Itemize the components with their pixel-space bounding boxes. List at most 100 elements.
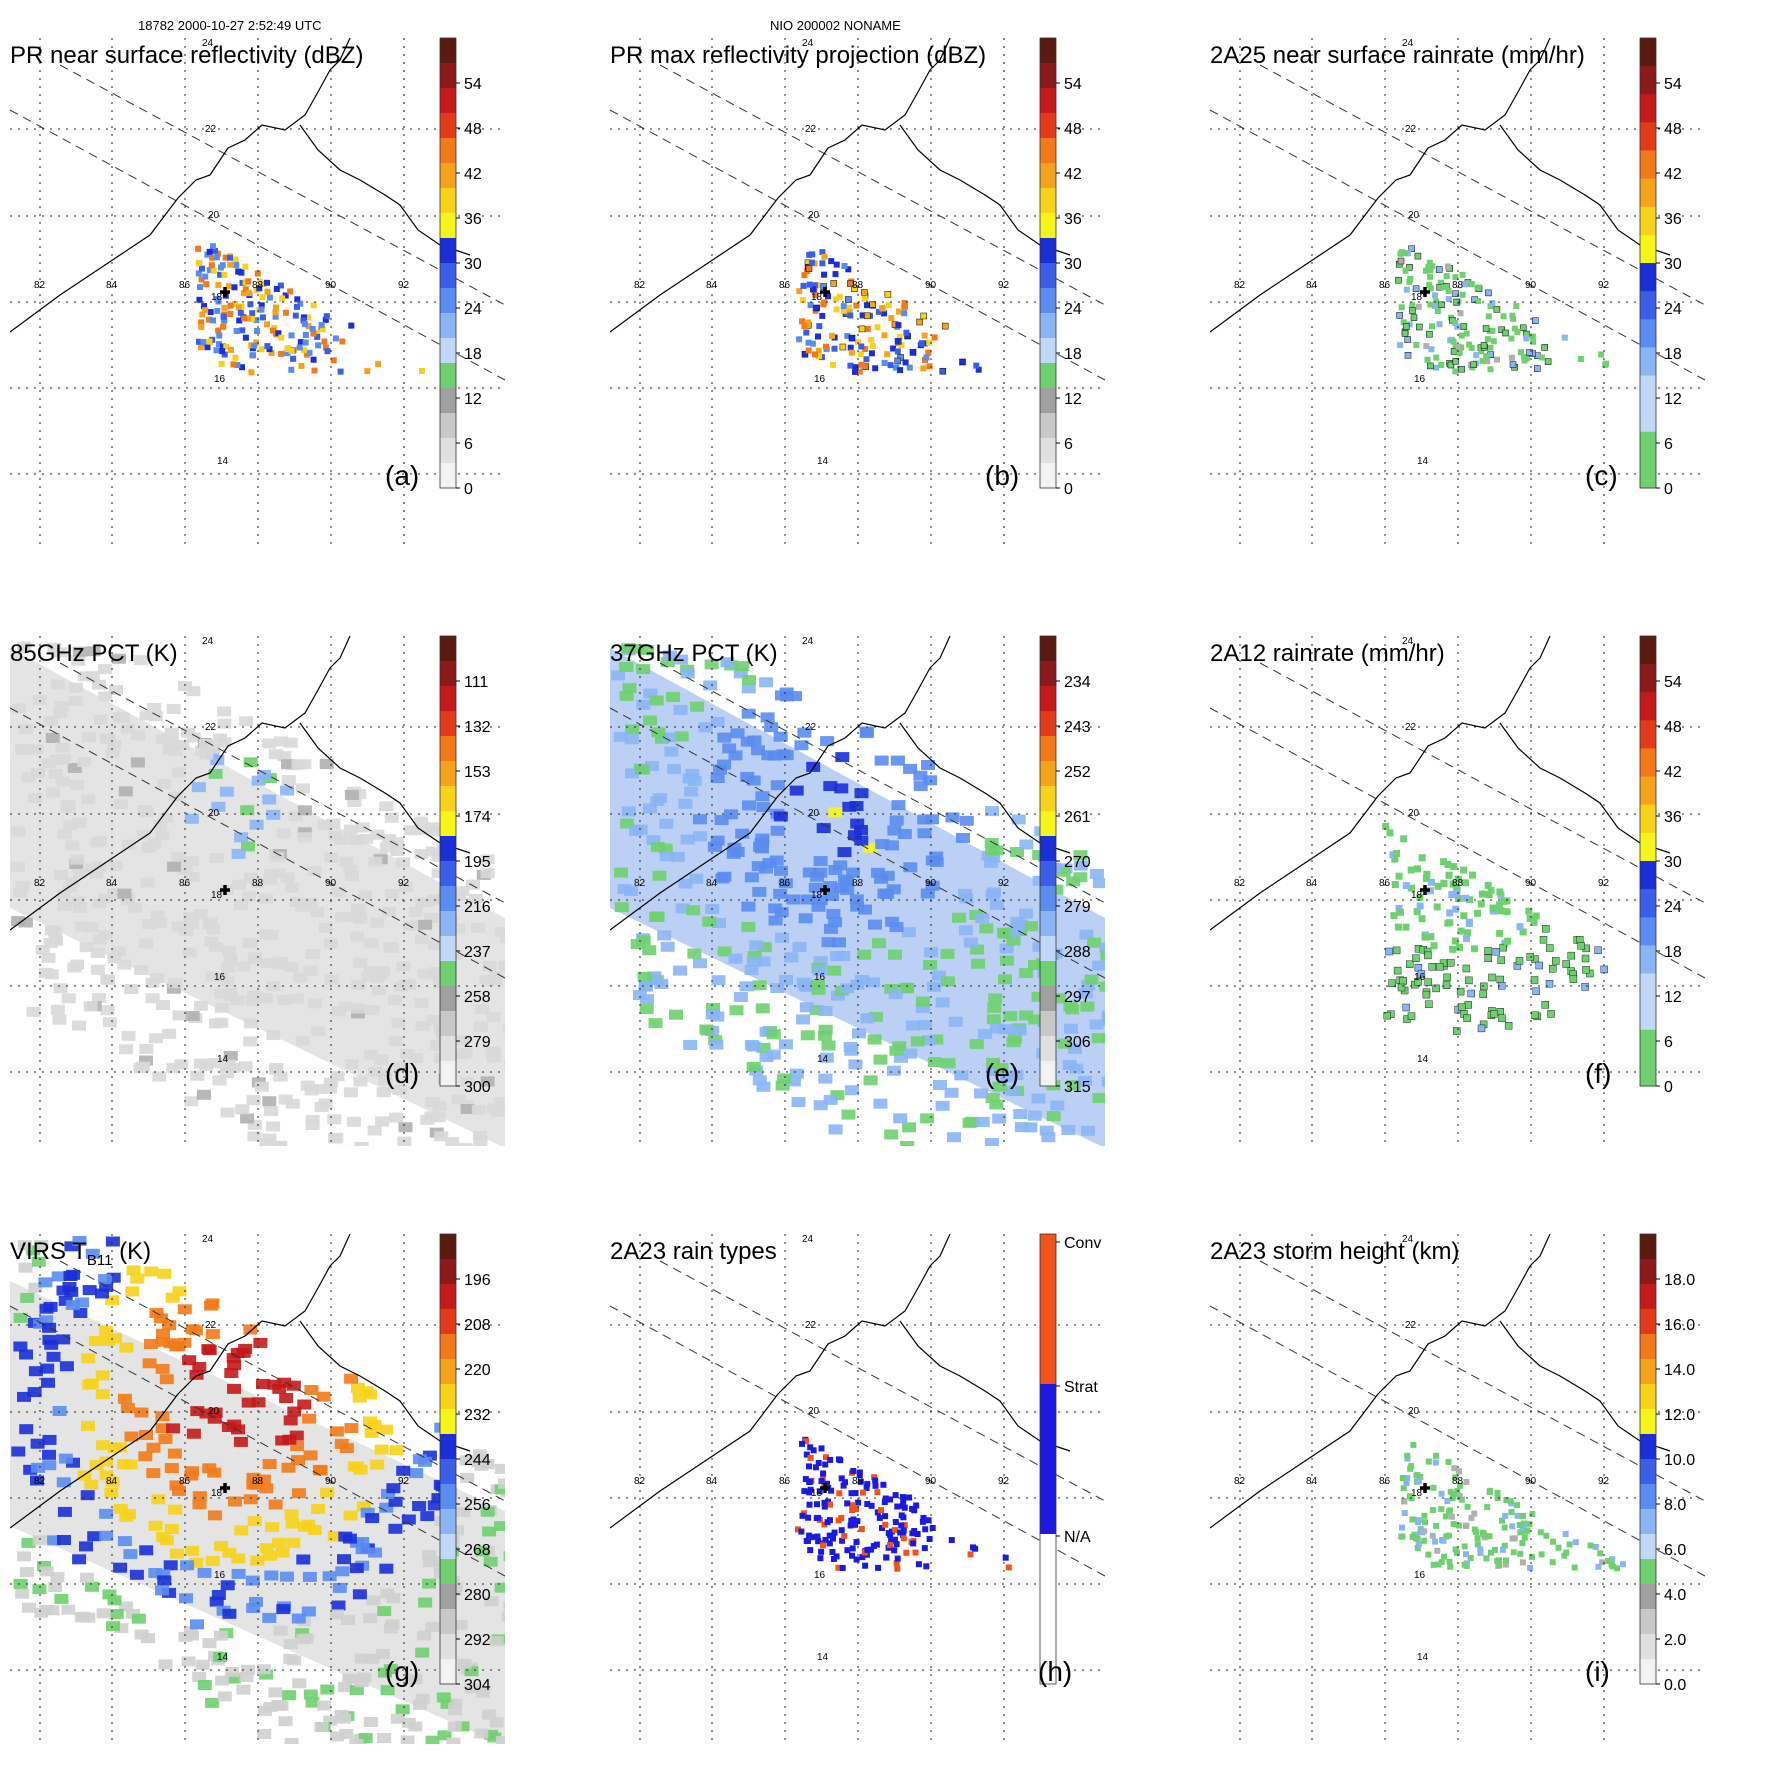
colorbar-tick-label: 36 [1664,809,1682,826]
lat-label: 14 [217,456,229,467]
lon-label: 86 [179,1476,191,1487]
lon-label: 84 [1306,878,1318,889]
lat-label: 20 [1408,1406,1420,1417]
colorbar-tick-label: 280 [464,1587,491,1604]
lat-label: 16 [214,374,226,385]
lat-label: 16 [1414,972,1426,983]
panel-g: 82 84 86 88 90 92 24 22 20 18 16 14 196 208 220 232 244 2… [0,1226,580,1766]
lon-label: 84 [106,280,118,291]
panel-letter-c: (c) [1585,460,1618,491]
lat-label: 16 [1414,374,1426,385]
colorbar-tick-label: 36 [464,211,482,228]
lon-label: 82 [634,1476,646,1487]
panel-h: 82 84 86 88 90 92 24 22 20 18 16 14 Conv Strat N/A 2A23… [600,1226,1180,1766]
panel-letter-i: (i) [1585,1656,1610,1687]
lat-label: 14 [1417,1652,1429,1663]
lon-label: 82 [34,1476,46,1487]
lat-label: 22 [805,722,817,733]
lat-label: 22 [805,124,817,135]
panel-title-g: VIRS TB11 (K) [10,1238,152,1269]
lon-label: 92 [998,1476,1010,1487]
lon-label: 88 [1452,1476,1464,1487]
colorbar-tick-label: 54 [1064,76,1082,93]
colorbar-tick-label: 16.0 [1664,1317,1695,1334]
colorbar-tick-label: 288 [1064,944,1091,961]
colorbar-tick-label: 18.0 [1664,1272,1695,1289]
panel-d: 82 84 86 88 90 92 24 22 20 18 16 14 111 132 153 174 195 2… [0,628,580,1168]
colorbar-tick-label: 220 [464,1362,491,1379]
colorbar-tick-label: 244 [464,1452,491,1469]
lat-label: 22 [1405,722,1417,733]
lat-label: 22 [205,1320,217,1331]
panel-letter-f: (f) [1585,1058,1612,1089]
colorbar-tick-label: 30 [464,256,482,273]
colorbar-tick-label: 42 [1064,166,1082,183]
lat-label: 24 [802,636,814,647]
colorbar-tick-label: 14.0 [1664,1362,1695,1379]
panel-title-a: PR near surface reflectivity (dBZ) [10,42,364,69]
map-panel-e: 82 84 86 88 90 922422201816142342432522612702… [610,635,1105,1146]
colorbar-tick-label: 232 [464,1407,491,1424]
colorbar-tick-label: 18 [1064,346,1082,363]
panel-letter-g: (g) [385,1656,420,1687]
map-panel-d: 82 84 86 88 90 92 24 22 20 18 16 14 111 132 153 174 195 2… [10,635,505,1146]
panel-e: 82 84 86 88 90 92 24 22 20 18 16 14 234 243 252 261 270 2… [600,628,1180,1168]
lon-label: 92 [1598,878,1610,889]
lon-label: 84 [106,878,118,889]
colorbar-tick-label: 196 [464,1272,491,1289]
lat-label: 14 [217,1054,229,1065]
lat-label: 18 [811,890,823,901]
lat-label: 24 [1402,636,1414,647]
lat-label: 14 [817,1054,829,1065]
lat-label: 20 [808,1406,820,1417]
colorbar-b: 54 48 42 36 30 24 18 12 6 0 [1039,37,1082,498]
lon-label: 86 [1379,878,1391,889]
lon-label: 82 [1234,1476,1246,1487]
panel-letter-h: (h) [1038,1656,1073,1687]
lon-label: 86 [179,280,191,291]
lon-label: 86 [779,878,791,889]
colorbar-tick-label: 48 [1064,121,1082,138]
lat-label: 22 [805,1320,817,1331]
lat-label: 14 [1417,1054,1429,1065]
colorbar-tick-label: 237 [464,944,491,961]
map-panel-b: 82 84 86 88 90 92 24 22 20 18 16 14 54 48 42 36 30 24 18 12… [610,37,1105,548]
lon-label: 92 [398,878,410,889]
map-panel-f: 82 84 86 88 90 92 24 22 20 18 16 14 54 48 42 36 30 24 18 12… [1210,635,1705,1146]
colorbar-tick-label: 30 [1064,256,1082,273]
lat-label: 18 [211,1488,223,1499]
colorbar-tick-label: 42 [1664,764,1682,781]
panel-title-b: PR max reflectivity projection (dBZ) [610,42,987,69]
colorbar-h: Conv Strat N/A [1039,1233,1101,1685]
lat-label: 18 [211,890,223,901]
lon-label: 88 [852,878,864,889]
lat-label: 20 [208,1406,220,1417]
lat-label: 14 [1417,456,1429,467]
colorbar-tick-label: 243 [1064,719,1091,736]
colorbar-tick-label: 8.0 [1664,1497,1686,1514]
colorbar-g: 196 208 220 232 244 256 268 280 292 304 [439,1233,491,1694]
colorbar-tick-label: 42 [464,166,482,183]
lon-label: 84 [706,280,718,291]
colorbar-tick-label: 279 [1064,899,1091,916]
lat-label: 22 [1405,1320,1417,1331]
lat-label: 24 [1402,38,1414,49]
lat-label: 16 [214,1570,226,1581]
colorbar-e: 234 243 252 261 270 279 288 297 306 315 [1039,635,1091,1096]
colorbar-tick-label: 10.0 [1664,1452,1695,1469]
lon-label: 88 [252,878,264,889]
lon-label: 92 [998,280,1010,291]
colorbar-tick-label: 6 [1664,1034,1673,1051]
lat-label: 20 [1408,808,1420,819]
lon-label: 92 [398,280,410,291]
colorbar-f: 54 48 42 36 30 24 18 12 6 0 [1639,635,1682,1096]
panel-c: 82 84 86 88 90 92 24 22 20 18 16 14 54 48 42 36 30 24 18 12… [1200,30,1771,570]
colorbar-tick-label: 0 [1064,481,1073,498]
lon-label: 88 [1452,280,1464,291]
storm-center-marker [1420,287,1430,297]
colorbar-tick-label: 216 [464,899,491,916]
lon-label: 90 [325,878,337,889]
colorbar-tick-label: Strat [1064,1379,1098,1396]
colorbar-tick-label: 24 [1064,301,1082,318]
lat-label: 16 [814,1570,826,1581]
